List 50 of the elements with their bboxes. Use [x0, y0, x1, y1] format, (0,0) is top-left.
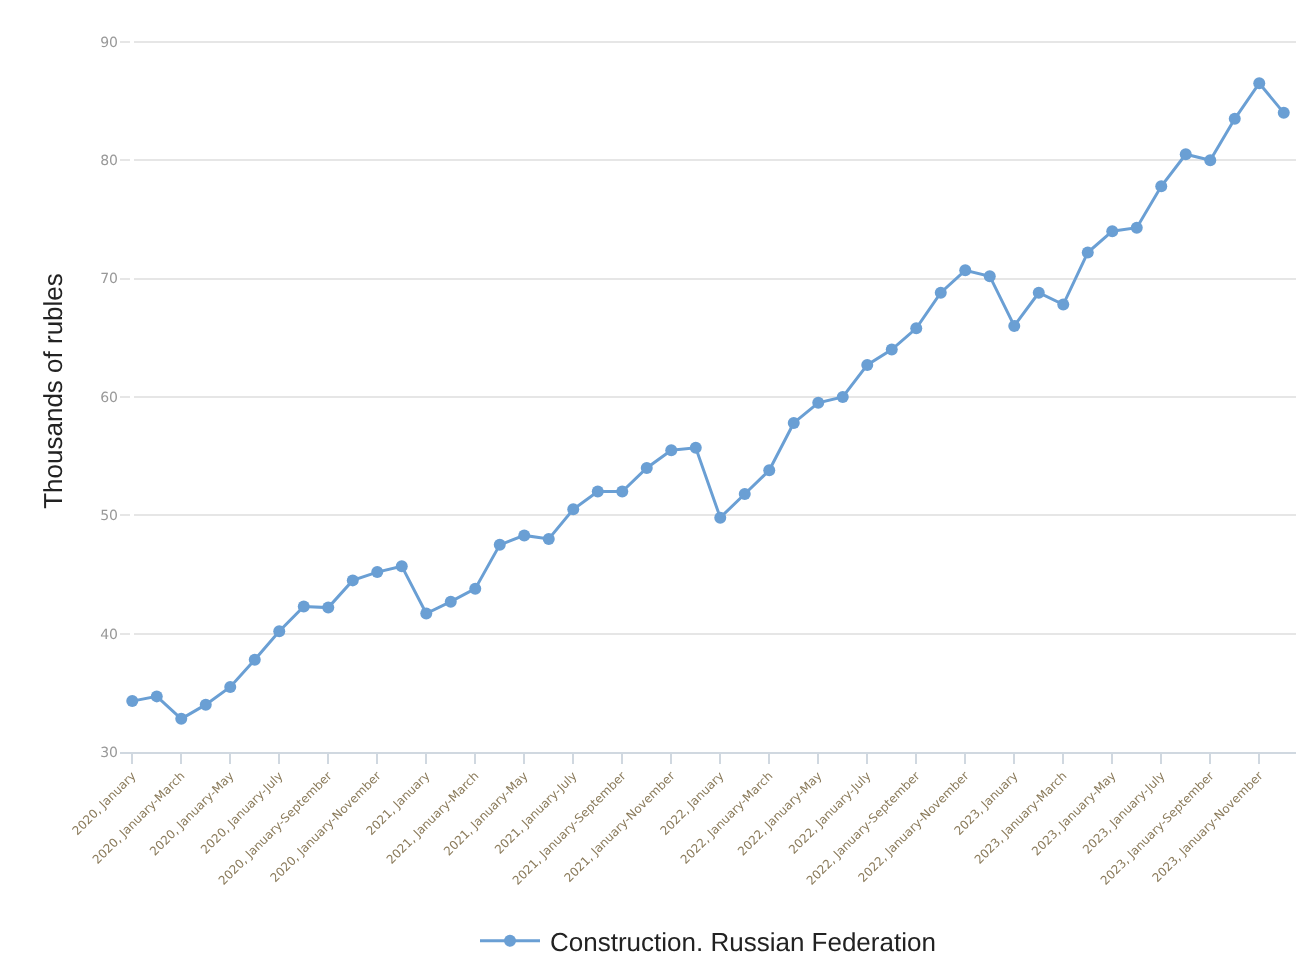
point [787, 416, 800, 429]
point [640, 461, 653, 474]
point [738, 487, 751, 500]
point [983, 270, 996, 283]
point [175, 712, 188, 725]
point [469, 582, 482, 595]
point [763, 464, 776, 477]
point [1057, 298, 1070, 311]
point [959, 264, 972, 277]
point [346, 574, 359, 587]
point [1106, 225, 1119, 238]
point [1228, 112, 1241, 125]
point [1008, 319, 1021, 332]
point [1081, 246, 1094, 259]
point [1032, 286, 1045, 299]
y-axis-title: Thousands of rubles [38, 272, 69, 509]
point [665, 444, 678, 457]
point [518, 529, 531, 542]
point [199, 698, 212, 711]
point [1277, 106, 1290, 119]
point [714, 511, 727, 524]
legend-label: Construction. Russian Federation [550, 926, 936, 957]
point [567, 503, 580, 516]
point [371, 566, 384, 579]
point [1204, 154, 1217, 167]
point [910, 322, 923, 335]
point [420, 607, 433, 620]
point [1130, 221, 1143, 234]
point [322, 601, 335, 614]
point [273, 625, 286, 638]
point [248, 653, 261, 666]
point [861, 358, 874, 371]
point [836, 390, 849, 403]
point [934, 286, 947, 299]
point [1179, 148, 1192, 161]
point [689, 441, 702, 454]
point [885, 343, 898, 356]
point [395, 560, 408, 573]
point [493, 538, 506, 551]
point [542, 532, 555, 545]
point [224, 680, 237, 693]
point [297, 600, 310, 613]
point [812, 396, 825, 409]
point [444, 595, 457, 608]
point [616, 485, 629, 498]
point [1253, 77, 1266, 90]
point [1155, 180, 1168, 193]
point [150, 690, 163, 703]
point [591, 485, 604, 498]
point [126, 695, 139, 708]
